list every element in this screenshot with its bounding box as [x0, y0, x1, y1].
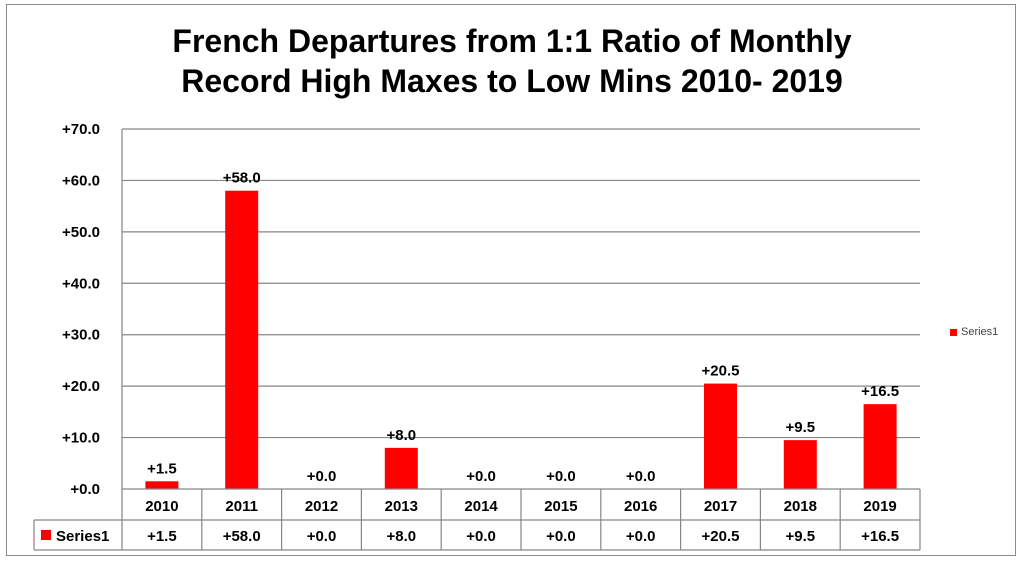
x-category-label: 2017 — [704, 498, 737, 515]
data-label: +20.5 — [702, 363, 740, 380]
y-tick-label: +30.0 — [62, 327, 100, 344]
table-legend-key — [41, 530, 51, 540]
legend: Series1 — [950, 326, 998, 338]
x-category-label: 2011 — [225, 498, 258, 515]
table-value: +0.0 — [546, 528, 576, 545]
data-label: +58.0 — [223, 170, 261, 187]
bar — [225, 190, 259, 489]
table-value: +58.0 — [223, 528, 261, 545]
y-tick-label: +60.0 — [62, 172, 100, 189]
data-label: +0.0 — [546, 468, 576, 485]
data-label: +9.5 — [785, 419, 815, 436]
chart-title-line-1: French Departures from 1:1 Ratio of Mont… — [172, 23, 852, 59]
x-category-label: 2018 — [784, 498, 817, 515]
data-label: +0.0 — [307, 468, 337, 485]
legend-swatch — [950, 328, 957, 336]
table-value: +0.0 — [466, 528, 496, 545]
y-tick-label: +10.0 — [62, 430, 100, 447]
bar — [384, 447, 418, 489]
y-tick-label: +0.0 — [70, 481, 100, 498]
x-category-label: 2019 — [863, 498, 896, 515]
bar — [145, 481, 179, 489]
data-label: +8.0 — [386, 427, 416, 444]
data-label: +16.5 — [861, 383, 899, 400]
table-value: +16.5 — [861, 528, 899, 545]
bar — [704, 383, 737, 489]
x-category-label: 2016 — [624, 498, 657, 515]
table-value: +8.0 — [386, 528, 416, 545]
y-tick-label: +20.0 — [62, 378, 100, 395]
x-category-label: 2015 — [544, 498, 577, 515]
data-label: +1.5 — [147, 460, 177, 477]
y-tick-label: +50.0 — [62, 224, 100, 241]
bar — [863, 404, 897, 489]
chart-frame — [6, 4, 1016, 556]
chart-title-line-2: Record High Maxes to Low Mins 2010- 2019 — [181, 63, 843, 99]
data-label: +0.0 — [626, 468, 656, 485]
y-tick-label: +40.0 — [62, 275, 100, 292]
table-value: +9.5 — [785, 528, 815, 545]
x-category-label: 2010 — [145, 498, 178, 515]
table-series-label: Series1 — [56, 528, 109, 545]
table-value: +1.5 — [147, 528, 177, 545]
x-category-label: 2013 — [385, 498, 418, 515]
legend-label: Series1 — [961, 326, 999, 338]
table-value: +20.5 — [702, 528, 740, 545]
y-tick-label: +70.0 — [62, 121, 100, 138]
data-label: +0.0 — [466, 468, 496, 485]
table-value: +0.0 — [626, 528, 656, 545]
bar — [783, 440, 817, 489]
x-category-label: 2012 — [305, 498, 338, 515]
x-category-label: 2014 — [464, 498, 498, 515]
table-value: +0.0 — [307, 528, 337, 545]
